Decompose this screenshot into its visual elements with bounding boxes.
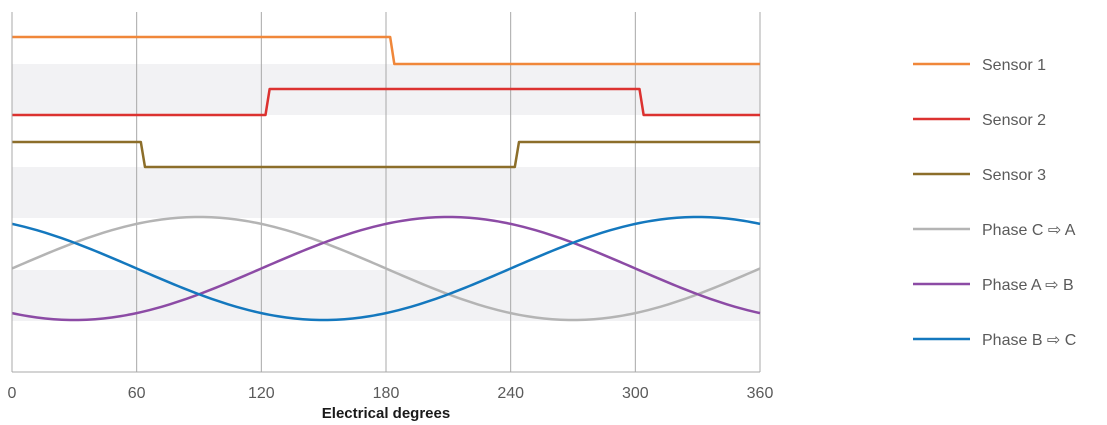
legend-item: Sensor 2 xyxy=(913,112,1046,129)
legend-label: Phase B ⇨ C xyxy=(982,332,1076,349)
legend-item: Sensor 1 xyxy=(913,57,1046,74)
x-axis xyxy=(11,12,760,373)
x-tick-label: 60 xyxy=(128,385,146,402)
series-line-6 xyxy=(11,215,761,322)
x-tick-label: 360 xyxy=(747,385,774,402)
plot-lines xyxy=(11,35,761,322)
legend-label: Phase C ⇨ A xyxy=(982,222,1076,239)
legend-item: Sensor 3 xyxy=(913,167,1046,184)
x-tick-labels: 0 60 120 180 240 300 360 xyxy=(8,385,774,402)
legend-item: Phase C ⇨ A xyxy=(913,222,1076,239)
x-tick-label: 180 xyxy=(373,385,400,402)
legend-item: Phase A ⇨ B xyxy=(913,277,1074,294)
legend-label: Phase A ⇨ B xyxy=(982,277,1074,294)
x-tick-label: 300 xyxy=(622,385,649,402)
x-tick-label: 240 xyxy=(497,385,524,402)
legend-label: Sensor 1 xyxy=(982,57,1046,74)
x-axis-label: Electrical degrees xyxy=(322,405,450,422)
series-line-5 xyxy=(11,215,761,322)
x-tick-label: 0 xyxy=(8,385,17,402)
legend-label: Sensor 2 xyxy=(982,112,1046,129)
legend: Sensor 1 Sensor 2 Sensor 3 Phase C ⇨ A Phase… xyxy=(913,57,1076,349)
legend-item: Phase B ⇨ C xyxy=(913,332,1076,349)
series-line-3 xyxy=(12,140,760,169)
series-line-1 xyxy=(12,35,760,66)
legend-label: Sensor 3 xyxy=(982,167,1046,184)
x-tick-label: 120 xyxy=(248,385,275,402)
series-line-2 xyxy=(12,87,760,117)
series-line-4 xyxy=(11,215,761,322)
